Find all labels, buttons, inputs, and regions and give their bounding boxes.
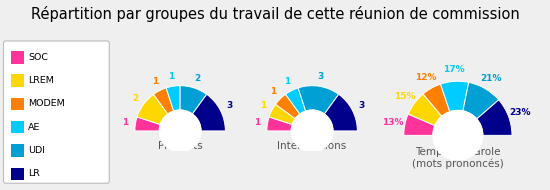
Text: 1: 1 xyxy=(284,77,290,86)
Wedge shape xyxy=(137,94,168,124)
Wedge shape xyxy=(324,94,358,131)
Bar xyxy=(10,144,24,157)
Wedge shape xyxy=(477,100,512,135)
Wedge shape xyxy=(276,94,300,119)
Text: AE: AE xyxy=(28,123,40,132)
Wedge shape xyxy=(166,86,180,111)
Text: 1: 1 xyxy=(152,77,158,86)
Text: Répartition par groupes du travail de cette réunion de commission: Répartition par groupes du travail de ce… xyxy=(31,6,519,22)
Text: 1: 1 xyxy=(255,118,261,127)
Wedge shape xyxy=(135,117,161,131)
FancyBboxPatch shape xyxy=(3,41,109,183)
Wedge shape xyxy=(153,88,174,114)
Text: 1: 1 xyxy=(260,101,266,110)
Text: Temps de parole
(mots prononcés): Temps de parole (mots prononcés) xyxy=(412,147,504,169)
Text: LR: LR xyxy=(28,169,40,178)
Bar xyxy=(10,98,24,110)
Wedge shape xyxy=(269,104,295,124)
Text: SOC: SOC xyxy=(28,53,48,62)
Wedge shape xyxy=(192,94,226,131)
Wedge shape xyxy=(463,82,499,119)
Text: 23%: 23% xyxy=(509,108,530,117)
Circle shape xyxy=(292,110,333,152)
Wedge shape xyxy=(404,114,435,135)
Bar xyxy=(10,168,24,180)
Bar xyxy=(10,74,24,87)
Text: 1: 1 xyxy=(270,87,276,96)
Wedge shape xyxy=(267,117,293,131)
Text: 2: 2 xyxy=(133,94,139,103)
Text: 3: 3 xyxy=(318,72,324,81)
Bar xyxy=(10,121,24,133)
Text: 2: 2 xyxy=(194,74,200,83)
Wedge shape xyxy=(285,88,306,114)
Wedge shape xyxy=(298,86,339,114)
Wedge shape xyxy=(408,94,442,126)
Circle shape xyxy=(160,110,201,152)
Text: 1: 1 xyxy=(168,72,174,81)
Wedge shape xyxy=(441,81,469,112)
Text: 13%: 13% xyxy=(382,118,404,127)
Text: MODEM: MODEM xyxy=(28,99,65,108)
Text: Présents: Présents xyxy=(158,141,202,151)
Text: 17%: 17% xyxy=(443,65,465,74)
Circle shape xyxy=(433,110,483,160)
Text: 3: 3 xyxy=(358,101,365,110)
Text: 21%: 21% xyxy=(481,74,502,83)
Wedge shape xyxy=(423,84,450,116)
Bar xyxy=(10,51,24,63)
Text: 12%: 12% xyxy=(415,73,436,82)
Text: 15%: 15% xyxy=(394,92,416,101)
Text: UDI: UDI xyxy=(28,146,45,155)
Wedge shape xyxy=(180,86,207,114)
Text: LREM: LREM xyxy=(28,76,54,85)
Text: 3: 3 xyxy=(226,101,233,110)
Text: Interventions: Interventions xyxy=(278,141,346,151)
Text: 1: 1 xyxy=(123,118,129,127)
